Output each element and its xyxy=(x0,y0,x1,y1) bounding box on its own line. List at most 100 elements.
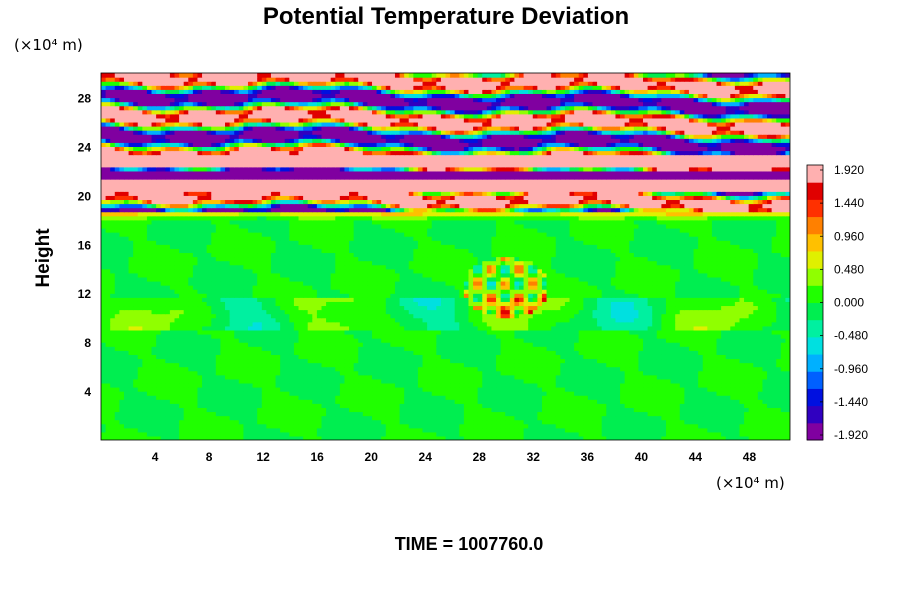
heatmap-cell xyxy=(661,342,667,347)
heatmap-cell xyxy=(293,411,300,417)
heatmap-cell xyxy=(633,391,640,396)
heatmap-cell xyxy=(344,313,350,319)
heatmap-cell xyxy=(252,313,258,319)
heatmap-cell xyxy=(730,370,736,376)
heatmap-cell xyxy=(776,309,782,315)
heatmap-cell xyxy=(303,301,309,307)
heatmap-cell xyxy=(133,333,139,339)
heatmap-cell xyxy=(675,358,681,364)
heatmap-cell xyxy=(289,325,295,331)
heatmap-cell xyxy=(427,403,433,408)
heatmap-cell xyxy=(454,329,460,335)
heatmap-cell xyxy=(257,411,263,417)
heatmap-cell xyxy=(179,305,185,311)
heatmap-cell xyxy=(643,374,649,380)
heatmap-cell xyxy=(381,309,387,315)
heatmap-cell xyxy=(776,395,782,400)
heatmap-cell xyxy=(578,382,584,388)
heatmap-cell xyxy=(105,374,111,380)
heatmap-cell xyxy=(578,403,584,408)
heatmap-cell xyxy=(372,305,378,311)
heatmap-cell xyxy=(431,342,437,347)
heatmap-cell xyxy=(275,423,281,429)
heatmap-cell xyxy=(652,403,658,408)
heatmap-cell xyxy=(105,403,111,408)
heatmap-cell xyxy=(610,370,617,376)
heatmap-cell xyxy=(592,419,598,425)
heatmap-cell xyxy=(105,338,111,343)
heatmap-cell xyxy=(123,382,130,388)
heatmap-cell xyxy=(518,329,525,335)
heatmap-cell xyxy=(597,362,603,368)
heatmap-cell xyxy=(583,317,589,323)
heatmap-cell xyxy=(270,342,277,347)
heatmap-cell xyxy=(491,435,497,440)
heatmap-cell xyxy=(316,370,323,376)
heatmap-cell xyxy=(247,403,254,408)
heatmap-cell xyxy=(505,431,511,437)
heatmap-cell xyxy=(280,431,286,437)
heatmap-cell xyxy=(776,313,782,319)
heatmap-cell xyxy=(468,313,474,319)
heatmap-cell xyxy=(215,431,222,437)
heatmap-cell xyxy=(491,382,497,388)
heatmap-cell xyxy=(491,423,497,429)
heatmap-cell xyxy=(716,309,722,315)
heatmap-cell xyxy=(606,378,612,384)
heatmap-cell xyxy=(422,342,428,347)
heatmap-cell xyxy=(376,350,382,355)
heatmap-cell xyxy=(179,419,185,425)
heatmap-cell xyxy=(101,411,107,417)
heatmap-cell xyxy=(358,391,364,396)
heatmap-cell xyxy=(780,374,786,380)
heatmap-cell xyxy=(564,407,571,413)
heatmap-cell xyxy=(610,378,617,384)
heatmap-cell xyxy=(284,431,290,437)
heatmap-cell xyxy=(500,399,506,404)
heatmap-cell xyxy=(404,386,410,392)
heatmap-cell xyxy=(551,333,557,339)
heatmap-cell xyxy=(188,338,194,343)
heatmap-cell xyxy=(693,427,699,433)
heatmap-cell xyxy=(679,342,685,347)
heatmap-cell xyxy=(321,350,327,355)
heatmap-cell xyxy=(721,329,727,335)
heatmap-cell xyxy=(445,415,451,421)
heatmap-cell xyxy=(486,382,493,388)
heatmap-cell xyxy=(780,407,786,413)
heatmap-cell xyxy=(693,354,699,360)
heatmap-cell xyxy=(541,354,548,360)
heatmap-cell xyxy=(734,399,741,404)
heatmap-cell xyxy=(101,354,107,360)
heatmap-cell xyxy=(505,342,511,347)
heatmap-cell xyxy=(225,366,231,372)
heatmap-cell xyxy=(661,378,667,384)
heatmap-cell xyxy=(771,333,777,339)
heatmap-cell xyxy=(753,329,759,335)
heatmap-cell xyxy=(496,313,502,319)
heatmap-cell xyxy=(358,317,364,323)
heatmap-cell xyxy=(133,329,139,335)
heatmap-cell xyxy=(417,423,424,429)
heatmap-cell xyxy=(321,395,327,400)
heatmap-cell xyxy=(739,403,745,408)
heatmap-cell xyxy=(597,370,603,376)
heatmap-cell xyxy=(583,333,589,339)
heatmap-cell xyxy=(206,386,212,392)
heatmap-cell xyxy=(206,350,212,355)
heatmap-cell xyxy=(771,329,777,335)
heatmap-cell xyxy=(298,427,304,433)
heatmap-cell xyxy=(711,386,718,392)
heatmap-cell xyxy=(146,366,153,372)
heatmap-cell xyxy=(165,423,171,429)
heatmap-cell xyxy=(404,423,410,429)
heatmap-cell xyxy=(385,305,391,311)
heatmap-cell xyxy=(372,346,378,351)
heatmap-cell xyxy=(128,301,134,307)
heatmap-cell xyxy=(665,350,672,355)
heatmap-cell xyxy=(174,382,180,388)
heatmap-cell xyxy=(555,427,561,433)
heatmap-cell xyxy=(551,427,557,433)
heatmap-cell xyxy=(110,338,116,343)
heatmap-cell xyxy=(358,411,364,417)
